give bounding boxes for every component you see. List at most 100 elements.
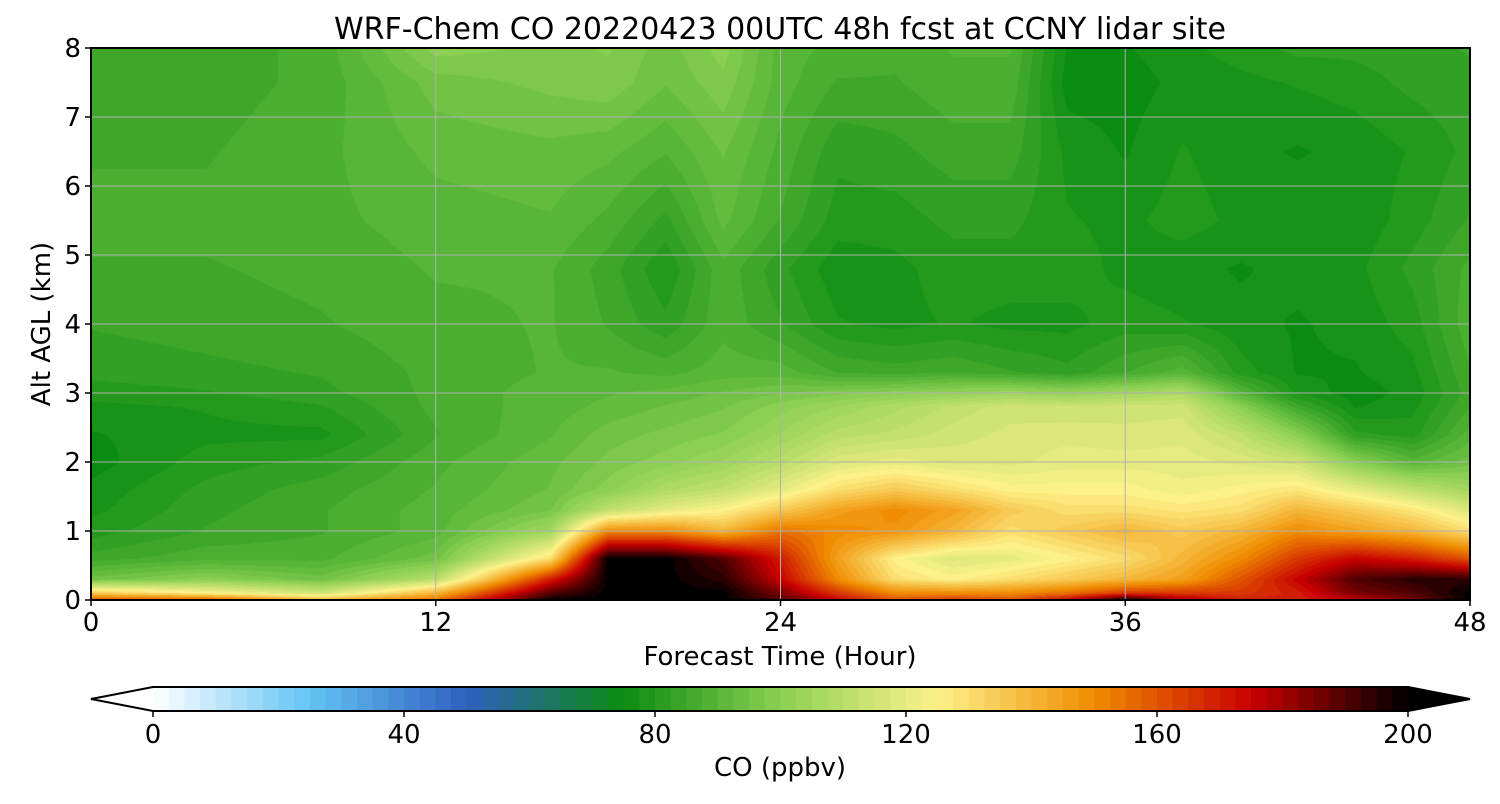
colorbar-cell	[309, 687, 327, 711]
colorbar-cell	[1282, 687, 1299, 711]
colorbar-cell	[639, 687, 656, 711]
colorbar-cell	[294, 687, 311, 711]
colorbar-cell	[717, 687, 735, 711]
colorbar-cell	[404, 687, 421, 711]
colorbar-extend-min	[91, 687, 154, 711]
colorbar-cell	[1235, 687, 1252, 711]
colorbar-cell	[874, 687, 891, 711]
y-tick-label: 5	[64, 241, 81, 271]
y-tick-label: 2	[64, 448, 81, 478]
colorbar-cell	[1172, 687, 1189, 711]
colorbar-tick-label: 0	[145, 720, 162, 750]
colorbar-cell	[576, 687, 593, 711]
colorbar-cell	[1376, 687, 1393, 711]
colorbar-cell	[702, 687, 719, 711]
colorbar-tick-label: 160	[1132, 720, 1182, 750]
colorbar-cell	[1062, 687, 1080, 711]
colorbar-cell	[607, 687, 625, 711]
colorbar-cell	[858, 687, 876, 711]
colorbar-cell	[1219, 687, 1237, 711]
colorbar-cell	[1078, 687, 1095, 711]
colorbar-cell	[733, 687, 750, 711]
colorbar-tick-label: 200	[1383, 720, 1433, 750]
colorbar-cell	[686, 687, 703, 711]
y-tick-label: 8	[64, 34, 81, 64]
colorbar-cell	[623, 687, 640, 711]
colorbar-cell	[1157, 687, 1174, 711]
colorbar-cell	[906, 687, 923, 711]
colorbar-cell	[215, 687, 233, 711]
colorbar-cell	[200, 687, 217, 711]
x-tick-label: 24	[764, 608, 797, 638]
colorbar-extend-max	[1407, 687, 1470, 711]
colorbar-cell	[1204, 687, 1221, 711]
colorbar-cell	[466, 687, 484, 711]
colorbar-cell	[796, 687, 813, 711]
y-axis: 0 1 2 3 4 5 6 7 8	[64, 34, 91, 616]
colorbar-cell	[1015, 687, 1033, 711]
colorbar-cell	[560, 687, 578, 711]
colorbar-cell	[153, 687, 170, 711]
colorbar-cell	[545, 687, 562, 711]
colorbar-cell	[1298, 687, 1315, 711]
colorbar-cell	[921, 687, 938, 711]
colorbar-cell	[1141, 687, 1158, 711]
colorbar-cell	[1031, 687, 1048, 711]
colorbar-cell	[1047, 687, 1064, 711]
colorbar-tick-label: 80	[638, 720, 671, 750]
colorbar-cell	[372, 687, 389, 711]
x-tick-label: 36	[1109, 608, 1142, 638]
colorbar-cell	[482, 687, 499, 711]
colorbar-cell	[984, 687, 1001, 711]
colorbar-cell	[1125, 687, 1142, 711]
colorbar-cell	[1094, 687, 1111, 711]
colorbar-cell	[1345, 687, 1362, 711]
colorbar-cell	[1266, 687, 1284, 711]
colorbar-cell	[890, 687, 907, 711]
colorbar-label: CO (ppbv)	[714, 753, 846, 783]
colorbar-cell	[780, 687, 797, 711]
colorbar-cell	[811, 687, 829, 711]
colorbar-cell	[670, 687, 687, 711]
colorbar-cell	[764, 687, 782, 711]
colorbar-cell	[435, 687, 452, 711]
colorbar-cell	[498, 687, 515, 711]
colorbar-cell	[325, 687, 342, 711]
chart-title: WRF-Chem CO 20220423 00UTC 48h fcst at C…	[334, 12, 1226, 47]
y-tick-label: 1	[64, 517, 81, 547]
y-tick-label: 0	[64, 586, 81, 616]
colorbar-cell	[247, 687, 264, 711]
x-tick-label: 0	[83, 608, 100, 638]
colorbar-cell	[592, 687, 609, 711]
colorbar-cell	[341, 687, 358, 711]
colorbar-cell	[388, 687, 405, 711]
colorbar-cell	[1251, 687, 1268, 711]
colorbar-cell	[749, 687, 766, 711]
plot-area	[90, 47, 1471, 601]
colorbar-cell	[356, 687, 374, 711]
colorbar-cell	[968, 687, 986, 711]
colorbar-cell	[953, 687, 970, 711]
colorbar-ticks: 0 40 80 120 160 200	[145, 711, 1433, 750]
colorbar: 0 40 80 120 160 200 CO (ppbv)	[90, 686, 1471, 783]
x-axis: 0 12 24 36 48	[83, 600, 1487, 638]
colorbar-tick-label: 40	[387, 720, 420, 750]
colorbar-cell	[827, 687, 844, 711]
colorbar-cell	[1109, 687, 1127, 711]
colorbar-cell	[529, 687, 546, 711]
y-tick-label: 3	[64, 379, 81, 409]
colorbar-cell	[1329, 687, 1346, 711]
colorbar-tick-label: 120	[881, 720, 931, 750]
colorbar-cell	[1392, 687, 1409, 711]
colorbar-cell	[655, 687, 672, 711]
colorbar-cell	[937, 687, 954, 711]
colorbar-cell	[1313, 687, 1331, 711]
colorbar-cell	[231, 687, 248, 711]
colorbar-cell	[184, 687, 201, 711]
colorbar-cell	[513, 687, 531, 711]
y-tick-label: 7	[64, 103, 81, 133]
colorbar-cell	[1000, 687, 1017, 711]
colorbar-cell	[451, 687, 468, 711]
x-tick-label: 48	[1453, 608, 1486, 638]
